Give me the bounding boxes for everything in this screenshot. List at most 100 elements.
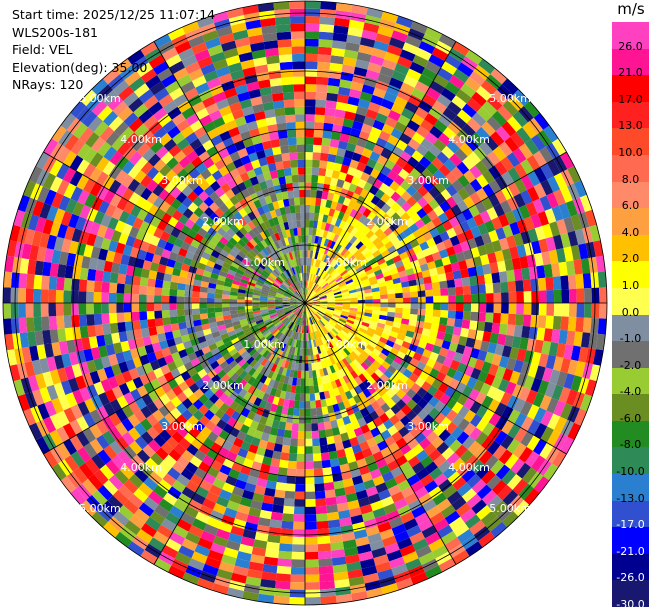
- velocity-gate: [278, 467, 288, 476]
- velocity-gate: [322, 138, 331, 147]
- velocity-gate: [403, 303, 411, 309]
- velocity-gate: [287, 190, 294, 198]
- velocity-gate: [284, 99, 295, 107]
- velocity-gate: [373, 299, 381, 303]
- velocity-gate: [285, 175, 293, 183]
- velocity-gate: [294, 507, 305, 515]
- velocity-gate: [293, 190, 299, 198]
- velocity-gate: [207, 308, 215, 314]
- range-ring-label: 5.00km: [79, 92, 121, 105]
- velocity-gate: [425, 309, 433, 316]
- velocity-gate: [192, 303, 200, 309]
- velocity-gate: [184, 303, 192, 309]
- velocity-gate: [109, 313, 117, 324]
- velocity-gate: [318, 54, 331, 63]
- velocity-gate: [305, 92, 316, 100]
- velocity-gate: [305, 61, 318, 69]
- velocity-gate: [292, 61, 305, 69]
- velocity-gate: [302, 250, 305, 258]
- velocity-gate: [322, 467, 332, 476]
- velocity-gate: [280, 145, 289, 154]
- velocity-gate: [299, 190, 305, 198]
- velocity-gate: [312, 160, 320, 168]
- velocity-gate: [214, 298, 222, 303]
- velocity-gate: [315, 99, 326, 107]
- velocity-gate: [289, 198, 295, 206]
- velocity-gate: [154, 295, 162, 303]
- velocity-gate: [305, 416, 311, 424]
- velocity-gate: [305, 250, 308, 258]
- velocity-gate: [170, 282, 178, 290]
- velocity-gate: [524, 303, 532, 315]
- velocity-gate: [95, 270, 104, 282]
- velocity-gate: [292, 544, 305, 552]
- velocity-gate: [199, 298, 207, 304]
- velocity-gate: [330, 458, 340, 467]
- velocity-gate: [599, 287, 607, 303]
- velocity-gate: [305, 356, 308, 364]
- velocity-gate: [79, 279, 87, 291]
- velocity-gate: [453, 327, 462, 336]
- velocity-gate: [462, 320, 471, 329]
- velocity-gate: [287, 468, 297, 476]
- velocity-gate: [199, 303, 207, 309]
- velocity-gate: [358, 303, 366, 306]
- velocity-gate: [71, 291, 79, 303]
- velocity-gate: [515, 280, 523, 292]
- velocity-gate: [156, 325, 165, 334]
- velocity-gate: [316, 84, 328, 92]
- velocity-gate: [305, 431, 312, 439]
- nrays: NRays: 120: [12, 76, 215, 94]
- velocity-gate: [286, 183, 293, 191]
- velocity-gate: [296, 386, 301, 394]
- velocity-gate: [275, 436, 284, 445]
- velocity-gate: [305, 152, 313, 160]
- velocity-gate: [71, 303, 79, 315]
- velocity-gate: [317, 69, 330, 77]
- velocity-gate: [327, 443, 336, 452]
- velocity-gate: [291, 559, 305, 567]
- velocity-gate: [295, 492, 305, 500]
- velocity-gate: [288, 461, 297, 469]
- velocity-gate: [305, 499, 316, 507]
- instrument-name: WLS200s-181: [12, 24, 215, 42]
- velocity-gate: [494, 293, 502, 303]
- velocity-gate: [305, 552, 318, 560]
- velocity-gate: [272, 93, 284, 102]
- velocity-gate: [305, 227, 309, 235]
- velocity-gate: [506, 324, 515, 336]
- velocity-gate: [301, 363, 305, 371]
- velocity-gate: [291, 567, 305, 575]
- velocity-gate: [318, 175, 326, 183]
- velocity-gate: [305, 84, 317, 92]
- velocity-gate: [299, 409, 305, 417]
- velocity-gate: [222, 303, 230, 307]
- velocity-gate: [462, 277, 471, 286]
- velocity-gate: [305, 507, 316, 515]
- velocity-gate: [295, 114, 305, 122]
- velocity-gate: [170, 316, 178, 324]
- velocity-gate: [102, 324, 111, 335]
- velocity-gate: [305, 371, 309, 379]
- velocity-gate: [301, 371, 305, 379]
- velocity-gate: [292, 54, 305, 62]
- velocity-gate: [453, 270, 462, 279]
- velocity-gate: [456, 303, 464, 311]
- velocity-gate: [282, 84, 294, 92]
- velocity-gate: [305, 514, 317, 522]
- velocity-gate: [274, 489, 285, 498]
- velocity-gate: [301, 378, 305, 386]
- velocity-gate: [287, 407, 294, 415]
- velocity-gate: [141, 328, 150, 338]
- velocity-gate: [169, 303, 177, 310]
- velocity-gate: [154, 303, 162, 311]
- velocity-gate: [538, 278, 547, 291]
- velocity-gate: [192, 309, 200, 315]
- velocity-gate: [305, 129, 314, 137]
- velocity-gate: [305, 469, 314, 477]
- velocity-gate: [320, 581, 335, 590]
- velocity-gate: [86, 314, 94, 326]
- velocity-gate: [417, 315, 425, 322]
- velocity-gate: [313, 461, 322, 469]
- velocity-gate: [286, 415, 293, 423]
